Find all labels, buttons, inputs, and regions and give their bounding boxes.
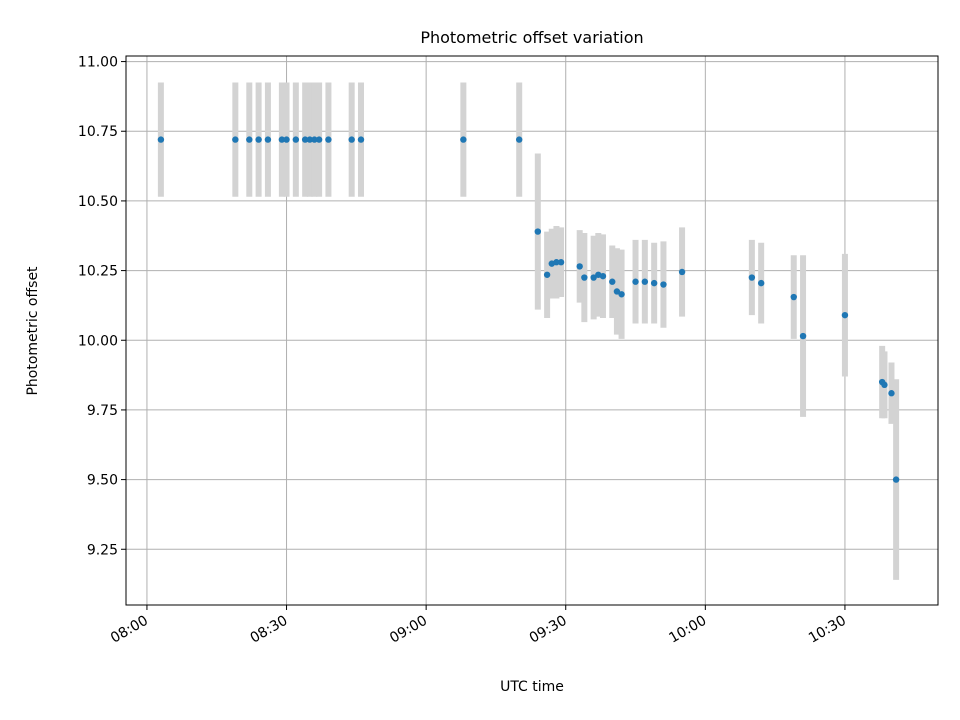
data-point: [357, 136, 365, 143]
data-point: [264, 136, 272, 143]
data-point: [315, 136, 323, 143]
y-tick-label: 10.50: [78, 194, 118, 210]
x-axis-label: UTC time: [500, 679, 564, 695]
data-point: [678, 268, 686, 276]
data-point: [348, 136, 355, 143]
data-point: [157, 136, 165, 143]
data-point: [311, 136, 318, 143]
data-point: [881, 381, 888, 389]
data-point: [892, 476, 900, 483]
data-point: [748, 274, 756, 281]
data-point: [232, 136, 239, 143]
y-tick-label: 10.75: [78, 124, 118, 140]
data-point: [799, 332, 807, 340]
data-point: [590, 274, 597, 281]
data-point: [278, 136, 286, 143]
data-point: [641, 278, 649, 285]
y-tick-label: 9.25: [87, 542, 118, 558]
chart-title: Photometric offset variation: [420, 28, 643, 47]
data-point: [581, 274, 588, 281]
y-tick-label: 9.75: [87, 403, 118, 419]
data-point: [553, 259, 560, 266]
data-point: [516, 136, 523, 143]
data-point: [650, 279, 658, 287]
y-axis-label: Photometric offset: [25, 266, 41, 396]
data-point: [790, 293, 797, 301]
plot-frame: [125, 55, 939, 606]
y-tick-label: 11.00: [78, 55, 118, 71]
data-point: [292, 136, 300, 143]
data-point: [618, 291, 625, 298]
data-point: [757, 279, 765, 287]
data-point: [283, 136, 290, 143]
data-point: [543, 271, 551, 278]
y-axis: 9.25 9.50 9.75 10.00 10.25 10.50 10.75 11.00: [78, 55, 126, 558]
data-point: [325, 136, 332, 143]
data-point: [609, 278, 616, 285]
data-point: [599, 272, 607, 280]
data-point: [888, 390, 895, 397]
data-point: [246, 136, 253, 143]
data-point: [301, 136, 309, 143]
data-point: [460, 136, 467, 143]
y-tick-label: 10.25: [78, 264, 118, 280]
data-point: [613, 288, 621, 295]
data-point: [576, 263, 583, 270]
y-tick-label: 10.00: [78, 333, 118, 349]
data-point: [534, 228, 542, 235]
data-point: [306, 136, 314, 143]
data-points: [157, 136, 900, 483]
y-tick-label: 9.50: [87, 473, 118, 489]
data-point: [255, 136, 262, 143]
data-point: [557, 259, 565, 266]
data-point: [632, 278, 639, 285]
data-point: [841, 311, 849, 319]
data-point: [660, 281, 667, 288]
